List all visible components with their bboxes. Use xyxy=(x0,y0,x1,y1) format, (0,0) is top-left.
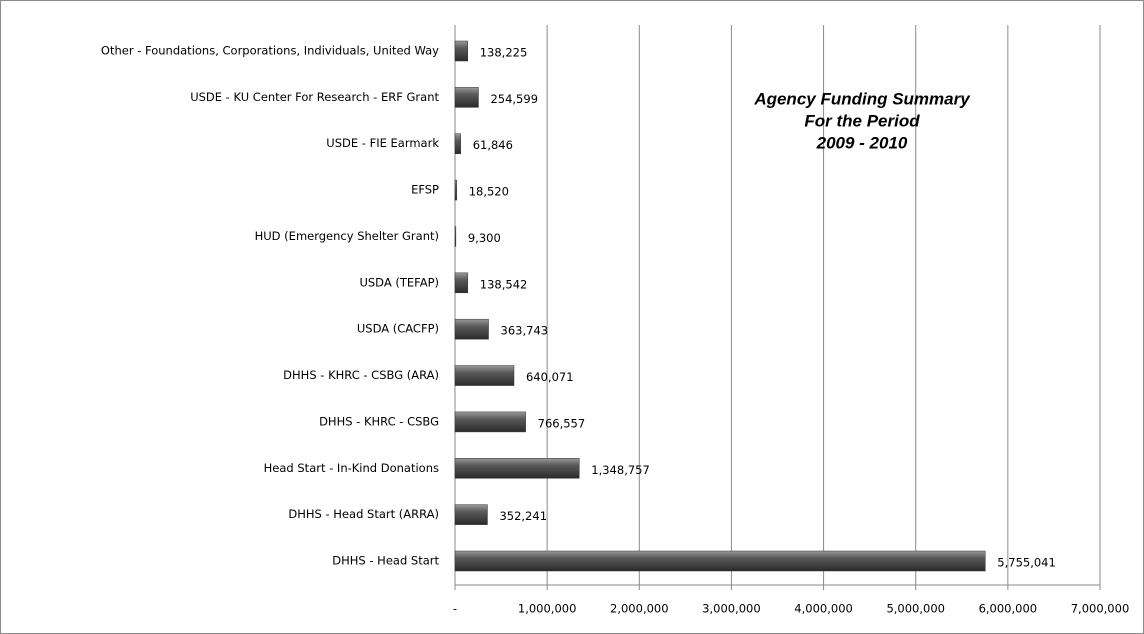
value-label: 640,071 xyxy=(526,370,574,384)
y-tick-label: DHHS - KHRC - CSBG xyxy=(319,414,439,428)
value-label: 254,599 xyxy=(490,92,538,106)
value-label: 352,241 xyxy=(499,509,547,523)
chart-title: For the Period xyxy=(804,111,920,130)
bar xyxy=(454,226,457,247)
y-tick-label: DHHS - KHRC - CSBG (ARA) xyxy=(283,368,439,382)
y-tick-label: DHHS - Head Start (ARRA) xyxy=(288,507,439,521)
chart-title: Agency Funding Summary xyxy=(753,89,971,108)
bar xyxy=(454,318,489,340)
y-tick-label: Other - Foundations, Corporations, Indiv… xyxy=(101,44,439,58)
bar xyxy=(454,87,479,108)
bar xyxy=(454,411,526,433)
bar xyxy=(454,40,468,62)
x-tick-label: - xyxy=(453,602,457,616)
y-tick-label: DHHS - Head Start xyxy=(332,554,439,568)
value-label: 1,348,757 xyxy=(591,463,650,477)
x-tick-label: 5,000,000 xyxy=(886,602,945,616)
y-tick-label: USDA (TEFAP) xyxy=(359,275,439,289)
value-label: 61,846 xyxy=(473,138,513,152)
bar xyxy=(454,504,488,525)
bar xyxy=(454,272,469,294)
bar xyxy=(454,550,986,572)
x-tick-label: 2,000,000 xyxy=(610,602,669,616)
x-tick-label: 1,000,000 xyxy=(518,602,577,616)
bar xyxy=(454,458,580,479)
value-label: 18,520 xyxy=(469,185,509,199)
value-label: 138,225 xyxy=(480,46,528,60)
value-label: 138,542 xyxy=(480,277,528,291)
value-label: 5,755,041 xyxy=(997,556,1056,570)
x-tick-label: 3,000,000 xyxy=(702,602,761,616)
value-label: 9,300 xyxy=(468,231,501,245)
x-tick-label: 7,000,000 xyxy=(1071,602,1130,616)
value-label: 766,557 xyxy=(538,416,586,430)
y-tick-label: EFSP xyxy=(411,183,439,197)
x-tick-label: 6,000,000 xyxy=(979,602,1038,616)
bar xyxy=(454,365,515,386)
bar xyxy=(454,133,461,154)
y-tick-label: USDA (CACFP) xyxy=(357,322,439,336)
y-tick-label: Head Start - In-Kind Donations xyxy=(264,461,439,475)
bar xyxy=(454,179,457,201)
x-tick-label: 4,000,000 xyxy=(794,602,853,616)
value-label: 363,743 xyxy=(501,324,549,338)
chart-title: 2009 - 2010 xyxy=(816,133,908,152)
y-tick-label: HUD (Emergency Shelter Grant) xyxy=(255,229,439,243)
y-tick-label: USDE - KU Center For Research - ERF Gran… xyxy=(190,90,439,104)
y-tick-label: USDE - FIE Earmark xyxy=(326,136,439,150)
